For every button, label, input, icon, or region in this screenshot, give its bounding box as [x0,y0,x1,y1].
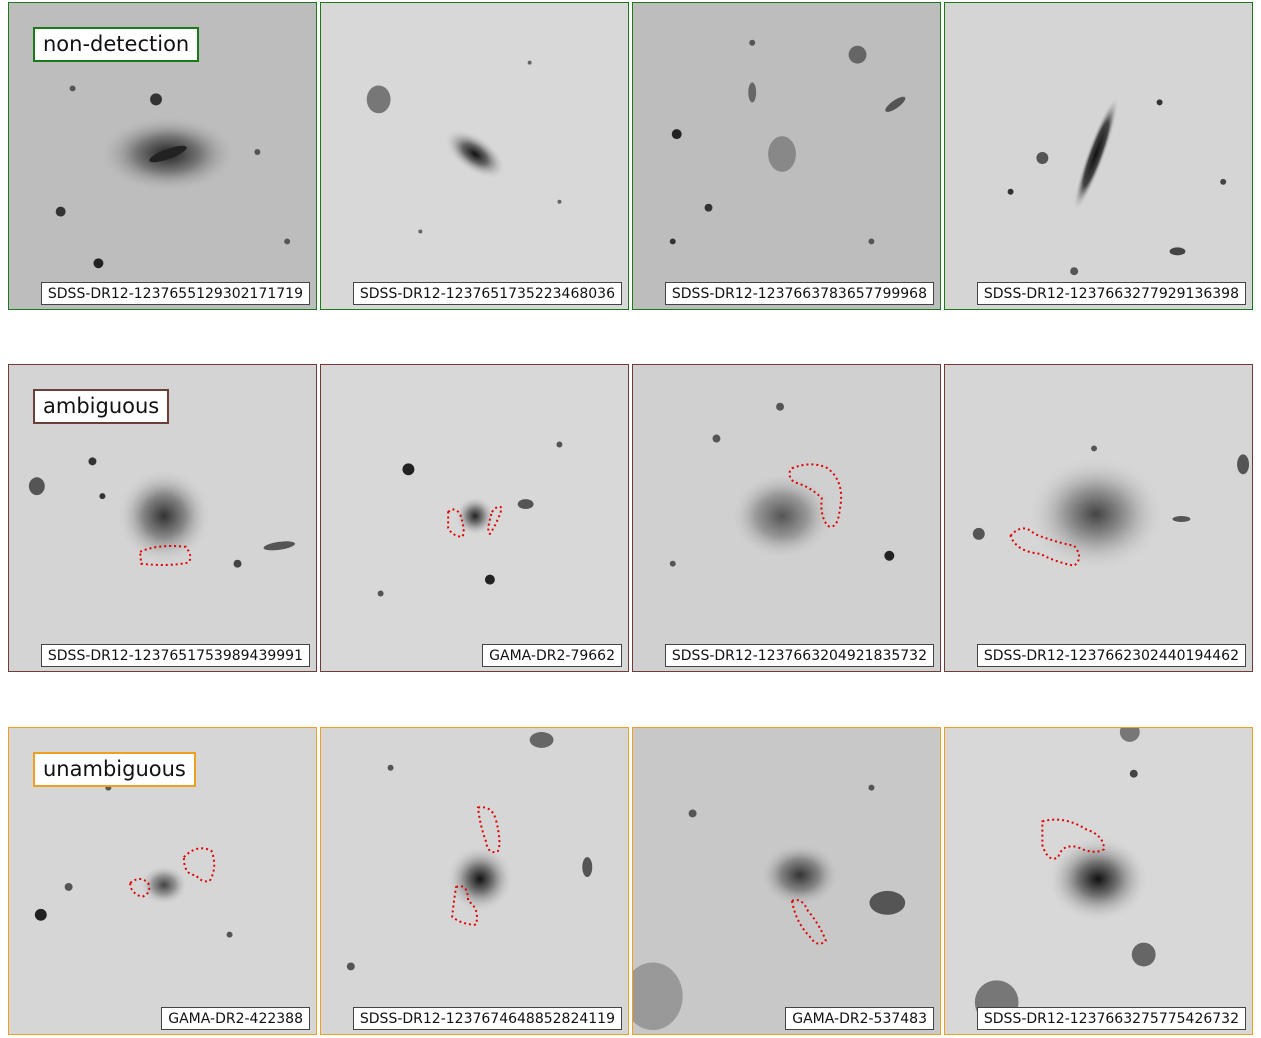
galaxy-panel[interactable]: SDSS-DR12-1237663204921835732 [632,364,941,672]
object-id-label: GAMA-DR2-537483 [785,1007,934,1030]
category-label: ambiguous [33,389,170,424]
object-id-label: SDSS-DR12-1237674648852824119 [352,1007,622,1030]
galaxy-panel[interactable]: SDSS-DR12-1237663275775426732 [944,727,1253,1035]
galaxy-panel[interactable]: non-detection SDSS-DR12-1237655129302171… [8,2,317,310]
row-ambiguous: ambiguous SDSS-DR12-1237651753989439991 … [8,364,1253,674]
galaxy-panel[interactable]: SDSS-DR12-1237662302440194462 [944,364,1253,672]
galaxy-image [945,728,1252,1034]
galaxy-panel[interactable]: SDSS-DR12-1237663783657799968 [632,2,941,310]
row-non-detection: non-detection SDSS-DR12-1237655129302171… [8,2,1253,312]
galaxy-image [321,365,628,671]
object-id-label: SDSS-DR12-1237651753989439991 [40,644,310,667]
contour-marker [1009,527,1081,567]
object-id-label: SDSS-DR12-1237651735223468036 [352,282,622,305]
galaxy-panel[interactable]: GAMA-DR2-79662 [320,364,629,672]
contour-marker [451,885,478,926]
galaxy-image [321,728,628,1034]
contour-marker [788,463,843,528]
contour-marker [487,505,503,536]
category-label: unambiguous [33,752,196,787]
galaxy-image [633,3,940,309]
galaxy-panel[interactable]: SDSS-DR12-1237663277929136398 [944,2,1253,310]
object-id-label: GAMA-DR2-422388 [161,1007,310,1030]
galaxy-image [945,3,1252,309]
object-id-label: GAMA-DR2-79662 [482,644,622,667]
galaxy-image [633,365,940,671]
contour-marker [1041,818,1105,860]
galaxy-panel[interactable]: SDSS-DR12-1237674648852824119 [320,727,629,1035]
contour-marker [476,806,501,854]
contour-marker [447,508,465,538]
galaxy-image [945,365,1252,671]
object-id-label: SDSS-DR12-1237663275775426732 [976,1007,1246,1030]
object-id-label: SDSS-DR12-1237663277929136398 [976,282,1246,305]
contour-marker [129,878,151,898]
row-unambiguous: unambiguous GAMA-DR2-422388 SDSS-DR12-12… [8,727,1253,1037]
category-label: non-detection [33,27,200,62]
contour-marker [790,899,827,945]
object-id-label: SDSS-DR12-1237663783657799968 [664,282,934,305]
object-id-label: SDSS-DR12-1237662302440194462 [976,644,1246,667]
galaxy-panel[interactable]: ambiguous SDSS-DR12-1237651753989439991 [8,364,317,672]
galaxy-panel[interactable]: unambiguous GAMA-DR2-422388 [8,727,317,1035]
galaxy-image [321,3,628,309]
object-id-label: SDSS-DR12-1237655129302171719 [40,282,310,305]
object-id-label: SDSS-DR12-1237663204921835732 [664,644,934,667]
galaxy-panel[interactable]: SDSS-DR12-1237651735223468036 [320,2,629,310]
contour-marker [139,545,192,566]
galaxy-panel[interactable]: GAMA-DR2-537483 [632,727,941,1035]
galaxy-image [633,728,940,1034]
